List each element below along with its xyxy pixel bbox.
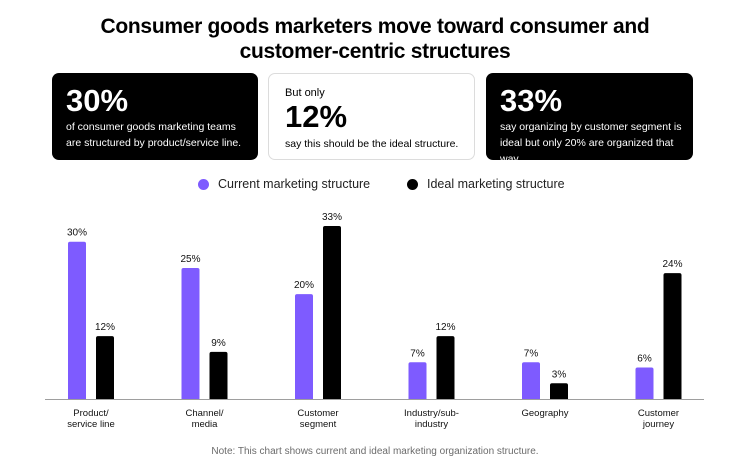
bar-ideal-5 — [663, 273, 682, 399]
data-label-current-2: 20% — [294, 280, 314, 291]
data-label-current-3: 7% — [410, 348, 425, 359]
bar-ideal-0 — [96, 336, 114, 399]
bar-current-4 — [522, 362, 540, 399]
data-label-current-4: 7% — [524, 348, 539, 359]
category-label-0: Product/service line — [67, 408, 115, 430]
bar-ideal-2 — [323, 226, 341, 399]
stat-card-value: 12% — [285, 99, 348, 134]
category-label-2: Customer segment — [297, 408, 338, 430]
category-label-2-line-1: segment — [300, 419, 337, 430]
category-label-2-line-0: Customer — [297, 408, 338, 419]
data-label-ideal-3: 12% — [435, 322, 455, 333]
data-label-ideal-4: 3% — [552, 369, 567, 380]
category-label-1-line-1: media — [192, 419, 219, 430]
category-label-5-line-0: Customer — [638, 408, 679, 419]
chart-title: Consumer goods marketers move toward con… — [0, 14, 750, 64]
bar-ideal-1 — [209, 351, 228, 399]
stat-card-text: of consumer goods marketing teams are st… — [66, 121, 242, 149]
category-label-4: Geography — [521, 408, 568, 419]
bar-current-5 — [635, 367, 654, 399]
chart-title-line-2: customer-centric structures — [239, 40, 511, 63]
bar-ideal-3 — [436, 336, 455, 399]
data-label-ideal-0: 12% — [95, 322, 115, 333]
category-label-1-line-0: Channel/ — [185, 408, 223, 419]
stat-card-customer-segment: 33% say organizing by customer segment i… — [486, 73, 693, 165]
data-label-ideal-1: 9% — [211, 338, 226, 349]
legend-current-swatch — [198, 178, 209, 190]
bar-current-2 — [295, 294, 313, 399]
category-label-3: Industry/sub-industry — [404, 408, 459, 430]
data-label-ideal-5: 24% — [662, 259, 682, 270]
data-label-current-1: 25% — [180, 254, 200, 265]
data-label-current-5: 6% — [637, 354, 652, 365]
category-label-5-line-1: journey — [642, 419, 674, 430]
category-label-3-line-1: industry — [415, 419, 449, 430]
category-label-0-line-0: Product/ — [73, 408, 109, 419]
stat-card-ideal-product-line: But only 12% say this should be the idea… — [268, 73, 475, 160]
legend-current-label: Current marketing structure — [218, 177, 371, 191]
chart-note: Note: This chart shows current and ideal… — [211, 446, 539, 457]
stat-card-product-line: 30% of consumer goods marketing teams ar… — [52, 73, 258, 160]
chart-title-line-1: Consumer goods marketers move toward con… — [100, 15, 650, 38]
stat-card-value: 30% — [66, 83, 129, 118]
category-label-4-line-0: Geography — [521, 408, 568, 419]
bar-ideal-4 — [550, 383, 568, 399]
category-label-0-line-1: service line — [67, 419, 115, 430]
bar-current-0 — [68, 241, 86, 399]
stat-card-text: say organizing by customer segment is id… — [500, 121, 682, 165]
bar-current-1 — [181, 267, 200, 399]
data-label-ideal-2: 33% — [322, 212, 342, 223]
category-label-5: Customer journey — [638, 408, 679, 430]
bar-current-3 — [408, 362, 427, 399]
category-label-1: Channel/media — [185, 408, 223, 430]
legend-current: Current marketing structure — [198, 176, 370, 192]
legend-ideal-label: Ideal marketing structure — [427, 177, 565, 191]
legend-ideal-swatch — [407, 178, 418, 190]
data-label-current-0: 30% — [67, 228, 87, 239]
stat-card-prefix: But only — [285, 87, 325, 99]
stat-card-value: 33% — [500, 83, 563, 118]
legend-ideal: Ideal marketing structure — [407, 176, 565, 192]
category-label-3-line-0: Industry/sub- — [404, 408, 459, 419]
stat-card-text: say this should be the ideal structure. — [285, 138, 459, 150]
